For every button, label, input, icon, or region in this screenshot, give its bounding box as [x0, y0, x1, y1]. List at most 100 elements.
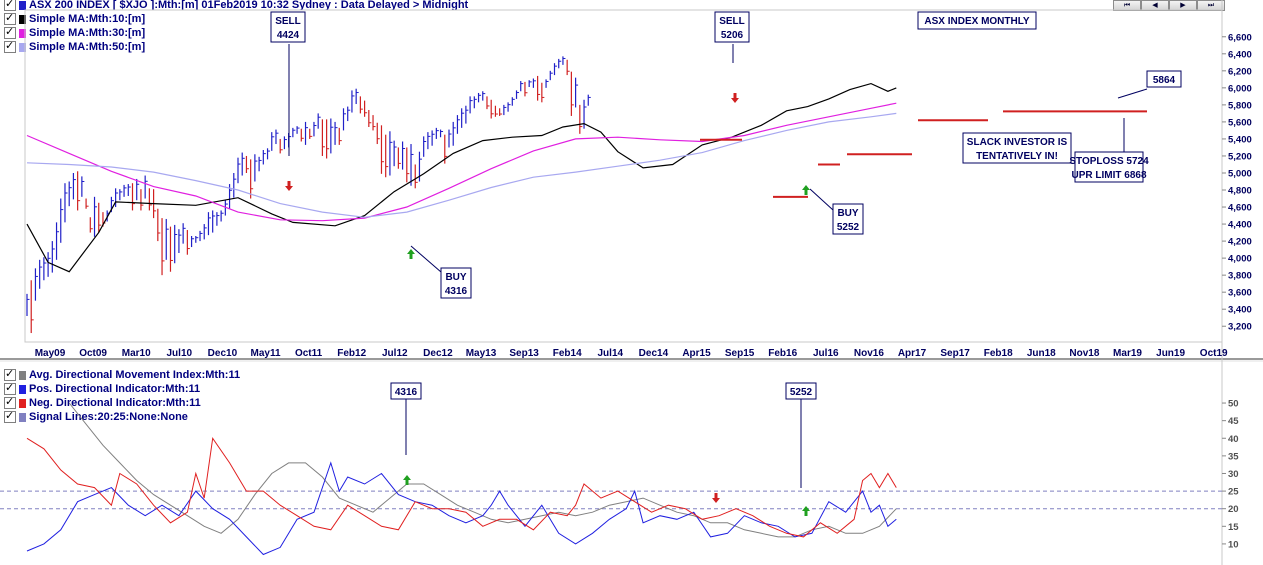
series-color-swatch	[19, 0, 26, 10]
series-color-swatch	[19, 28, 26, 38]
chart-title-box	[917, 11, 1037, 30]
buy-annotation-text: 5252	[837, 222, 860, 233]
ndi-line	[26, 436, 897, 538]
x-tick-label: Apr17	[898, 348, 927, 359]
adx-annotation-text: 4316	[395, 387, 418, 398]
ma30-line	[26, 102, 897, 222]
ma50-line	[26, 112, 897, 218]
series-color-swatch	[19, 384, 26, 394]
stoploss-annotation	[1074, 151, 1144, 183]
x-tick-label: Sep13	[509, 348, 539, 359]
checkbox[interactable]	[4, 39, 16, 53]
y-tick-label: 5,200	[1228, 151, 1252, 162]
sell-annotation	[714, 11, 750, 43]
buy-arrow-icon	[403, 475, 411, 485]
buy-annotation	[832, 203, 864, 235]
y-tick-label: 4,000	[1228, 254, 1252, 265]
legend-label: ASX 200 INDEX [ $XJO ]:Mth:[m] 01Feb2019…	[29, 0, 469, 11]
y-tick-label: 6,400	[1228, 49, 1252, 60]
y-tick-label: 4,600	[1228, 203, 1252, 214]
y-tick-label: 3,200	[1228, 322, 1252, 333]
y-tick-label: 50	[1228, 399, 1239, 410]
legend-label: Simple MA:Mth:30:[m]	[29, 27, 146, 39]
callout-line	[809, 188, 834, 211]
sell-annotation-text: 4424	[277, 30, 300, 41]
y-tick-label: 4,400	[1228, 220, 1252, 231]
adx-chart-legend: Avg. Directional Movement Index:Mth:11 Po…	[4, 367, 240, 424]
y-tick-label: 5,600	[1228, 117, 1252, 128]
x-tick-label: Jul16	[813, 348, 839, 359]
price-annotation	[1146, 70, 1182, 88]
sell-annotation-text: SELL	[719, 16, 745, 27]
callout-line	[410, 245, 442, 273]
x-tick-label: May09	[35, 348, 66, 359]
series-color-swatch	[19, 370, 26, 380]
pdi-line	[26, 461, 897, 556]
buy-arrow-icon	[802, 506, 810, 516]
x-tick-label: Nov18	[1069, 348, 1099, 359]
buy-annotation-text: 4316	[445, 286, 468, 297]
x-tick-label: Mar10	[122, 348, 151, 359]
x-tick-label: Dec12	[423, 348, 453, 359]
comment-annotation-text: SLACK INVESTOR IS	[967, 137, 1068, 148]
y-tick-label: 3,400	[1228, 305, 1252, 316]
callout-line	[1117, 88, 1148, 99]
checkbox[interactable]	[4, 367, 16, 381]
stoploss-annotation-text: STOPLOSS 5724	[1069, 156, 1149, 167]
legend-label: Signal Lines:20:25:None:None	[29, 411, 188, 423]
y-tick-label: 10	[1228, 539, 1239, 550]
adx-legend-item[interactable]: Avg. Directional Movement Index:Mth:11	[4, 367, 240, 382]
x-tick-label: Feb14	[553, 348, 582, 359]
adx-annotation-text: 5252	[790, 387, 813, 398]
price-legend-item[interactable]: Simple MA:Mth:10:[m]	[4, 11, 468, 26]
series-color-swatch	[19, 14, 26, 24]
y-tick-label: 6,600	[1228, 32, 1252, 43]
buy-annotation	[440, 267, 472, 299]
y-tick-label: 35	[1228, 451, 1239, 462]
price-annotation-text: 5864	[1153, 75, 1176, 86]
x-tick-label: Sep17	[940, 348, 970, 359]
x-tick-label: Feb12	[337, 348, 366, 359]
ma10-line	[26, 82, 897, 273]
x-tick-label: Feb18	[984, 348, 1013, 359]
sell-arrow-icon	[712, 493, 720, 503]
stoploss-annotation-text: UPR LIMIT 6868	[1071, 170, 1146, 181]
x-tick-label: Nov16	[854, 348, 884, 359]
buy-arrow-icon	[407, 249, 415, 259]
comment-annotation	[962, 132, 1072, 164]
x-tick-label: Mar19	[1113, 348, 1142, 359]
y-tick-label: 4,200	[1228, 237, 1252, 248]
chart-title: ASX INDEX MONTHLY	[924, 16, 1030, 27]
sell-arrow-icon	[731, 93, 739, 103]
x-tick-label: Oct09	[79, 348, 107, 359]
y-tick-label: 4,800	[1228, 186, 1252, 197]
y-tick-label: 3,600	[1228, 288, 1252, 299]
price-legend-item[interactable]: Simple MA:Mth:50:[m]	[4, 39, 468, 54]
y-tick-label: 5,000	[1228, 168, 1252, 179]
x-tick-label: Oct11	[295, 348, 323, 359]
x-tick-label: Dec10	[208, 348, 238, 359]
buy-annotation-text: BUY	[837, 208, 858, 219]
legend-label: Pos. Directional Indicator:Mth:11	[29, 383, 201, 395]
x-tick-label: Feb16	[768, 348, 797, 359]
x-tick-label: Jul10	[167, 348, 193, 359]
sell-annotation-text: 5206	[721, 30, 744, 41]
x-tick-label: May11	[250, 348, 280, 359]
comment-annotation-text: TENTATIVELY IN!	[976, 151, 1058, 162]
series-color-swatch	[19, 412, 26, 422]
price-plot-frame	[24, 9, 1223, 343]
sell-arrow-icon	[285, 181, 293, 191]
sell-annotation-text: SELL	[275, 16, 301, 27]
sell-annotation	[270, 11, 306, 43]
series-color-swatch	[19, 398, 26, 408]
series-color-swatch	[19, 42, 26, 52]
x-tick-label: Apr15	[682, 348, 711, 359]
checkbox[interactable]	[4, 409, 16, 423]
adx-legend-item[interactable]: Signal Lines:20:25:None:None	[4, 409, 240, 424]
x-tick-label: Oct19	[1200, 348, 1228, 359]
x-tick-label: Jun18	[1027, 348, 1056, 359]
y-tick-label: 40	[1228, 434, 1239, 445]
x-tick-label: Jul12	[382, 348, 408, 359]
price-chart-legend: ASX 200 INDEX [ $XJO ]:Mth:[m] 01Feb2019…	[4, 0, 468, 54]
x-tick-label: Jul14	[598, 348, 624, 359]
